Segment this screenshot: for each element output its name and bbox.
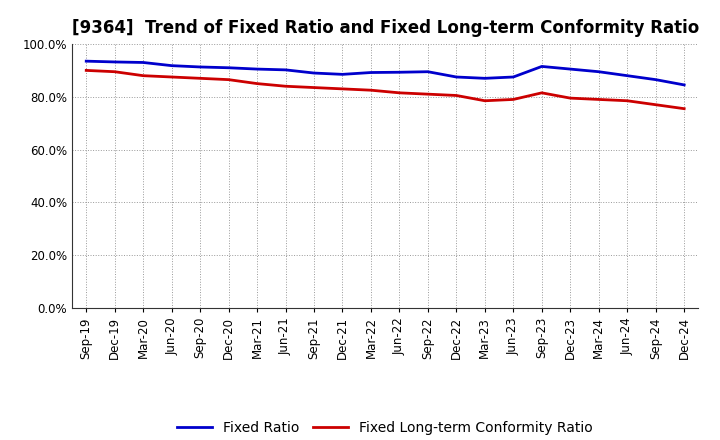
Fixed Long-term Conformity Ratio: [680, 106, 688, 111]
Fixed Ratio: [509, 74, 518, 80]
Fixed Long-term Conformity Ratio: [110, 69, 119, 74]
Fixed Ratio: [225, 65, 233, 70]
Title: [9364]  Trend of Fixed Ratio and Fixed Long-term Conformity Ratio: [9364] Trend of Fixed Ratio and Fixed Lo…: [71, 19, 699, 37]
Fixed Ratio: [623, 73, 631, 78]
Fixed Long-term Conformity Ratio: [595, 97, 603, 102]
Fixed Long-term Conformity Ratio: [623, 98, 631, 103]
Fixed Long-term Conformity Ratio: [423, 92, 432, 97]
Fixed Long-term Conformity Ratio: [167, 74, 176, 80]
Line: Fixed Long-term Conformity Ratio: Fixed Long-term Conformity Ratio: [86, 70, 684, 109]
Fixed Ratio: [480, 76, 489, 81]
Fixed Ratio: [537, 64, 546, 69]
Fixed Long-term Conformity Ratio: [366, 88, 375, 93]
Fixed Ratio: [167, 63, 176, 68]
Fixed Long-term Conformity Ratio: [452, 93, 461, 98]
Fixed Long-term Conformity Ratio: [139, 73, 148, 78]
Fixed Long-term Conformity Ratio: [537, 90, 546, 95]
Fixed Ratio: [566, 66, 575, 72]
Fixed Ratio: [82, 59, 91, 64]
Fixed Ratio: [452, 74, 461, 80]
Fixed Long-term Conformity Ratio: [652, 102, 660, 107]
Fixed Ratio: [680, 82, 688, 88]
Fixed Long-term Conformity Ratio: [480, 98, 489, 103]
Fixed Long-term Conformity Ratio: [338, 86, 347, 92]
Fixed Long-term Conformity Ratio: [253, 81, 261, 86]
Fixed Ratio: [110, 59, 119, 65]
Fixed Ratio: [196, 64, 204, 70]
Fixed Long-term Conformity Ratio: [395, 90, 404, 95]
Fixed Long-term Conformity Ratio: [310, 85, 318, 90]
Fixed Ratio: [139, 60, 148, 65]
Fixed Ratio: [338, 72, 347, 77]
Fixed Ratio: [423, 69, 432, 74]
Fixed Long-term Conformity Ratio: [225, 77, 233, 82]
Fixed Ratio: [366, 70, 375, 75]
Fixed Ratio: [595, 69, 603, 74]
Fixed Long-term Conformity Ratio: [82, 68, 91, 73]
Fixed Ratio: [395, 70, 404, 75]
Line: Fixed Ratio: Fixed Ratio: [86, 61, 684, 85]
Fixed Ratio: [282, 67, 290, 73]
Fixed Long-term Conformity Ratio: [196, 76, 204, 81]
Legend: Fixed Ratio, Fixed Long-term Conformity Ratio: Fixed Ratio, Fixed Long-term Conformity …: [172, 415, 598, 440]
Fixed Long-term Conformity Ratio: [509, 97, 518, 102]
Fixed Ratio: [652, 77, 660, 82]
Fixed Ratio: [310, 70, 318, 76]
Fixed Long-term Conformity Ratio: [566, 95, 575, 101]
Fixed Ratio: [253, 66, 261, 72]
Fixed Long-term Conformity Ratio: [282, 84, 290, 89]
